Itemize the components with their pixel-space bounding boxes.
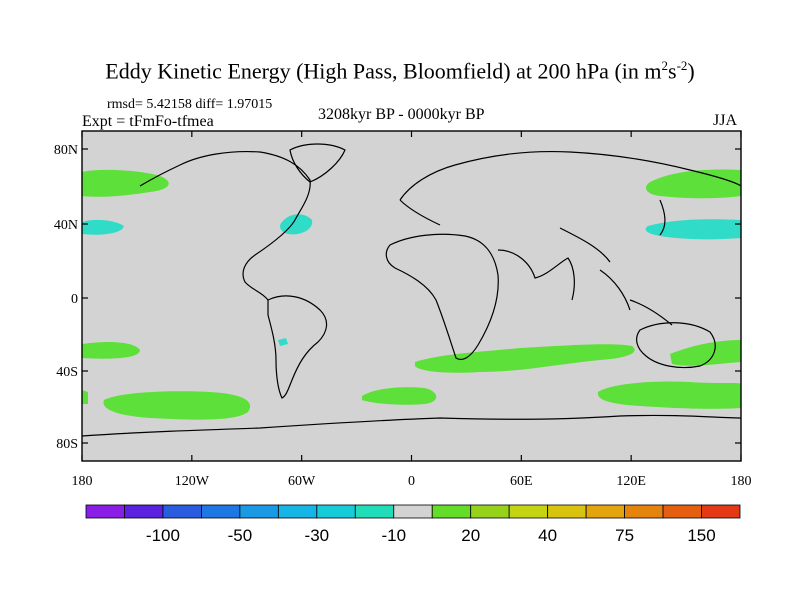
- y-tick-label: 40N: [54, 218, 78, 233]
- coast-africa: [385, 233, 499, 361]
- colorbar-swatch: [662, 504, 702, 519]
- colorbar-swatch: [624, 504, 664, 519]
- colorbar-label: 75: [615, 526, 634, 545]
- positive-region-south-indian: [415, 344, 635, 373]
- colorbar-swatch: [277, 504, 318, 519]
- x-tick-label: 60E: [510, 474, 533, 489]
- colorbar-swatch: [201, 504, 241, 519]
- positive-region-south-america-west: [82, 342, 140, 359]
- positive-region-south-atlantic: [362, 387, 437, 405]
- positive-region-north-atlantic: [82, 169, 169, 197]
- colorbar-label: -100: [146, 526, 180, 545]
- colorbar-swatch: [316, 504, 356, 519]
- positive-region-far-west-south: [82, 390, 88, 404]
- colorbar-swatch: [701, 504, 741, 519]
- coastlines: [81, 143, 742, 437]
- plot-title: Eddy Kinetic Energy (High Pass, Bloomfie…: [105, 58, 695, 84]
- colorbar-label: -50: [228, 526, 253, 545]
- x-tick-label: 180: [731, 474, 752, 489]
- stats-text: rmsd= 5.42158 diff= 1.97015: [107, 97, 273, 112]
- colorbar-swatch: [393, 504, 433, 519]
- colorbar-label: -30: [305, 526, 330, 545]
- period-label: 3208kyr BP - 0000kyr BP: [318, 106, 485, 123]
- coast-north-america: [139, 151, 311, 301]
- x-tick-label: 120E: [616, 474, 646, 489]
- colorbar-swatch: [239, 504, 279, 519]
- x-tick-label: 60W: [288, 474, 316, 489]
- colorbar-label: -10: [381, 526, 406, 545]
- negative-region-andes: [278, 338, 288, 346]
- x-tick-label: 180: [72, 474, 93, 489]
- y-tick-label: 40S: [56, 365, 78, 380]
- positive-region-south-pacific-east: [670, 340, 741, 366]
- coast-south-america: [267, 295, 328, 399]
- experiment-label: Expt = tFmFo-tfmea: [82, 113, 214, 130]
- positive-region-south-pacific-west: [103, 391, 251, 420]
- colorbar-swatch: [85, 504, 125, 519]
- colorbar-swatch: [470, 504, 510, 519]
- x-tick-label: 0: [408, 474, 415, 489]
- x-tick-label: 120W: [175, 474, 210, 489]
- colorbar-swatch: [585, 504, 625, 519]
- y-tick-label: 0: [71, 292, 78, 307]
- x-axis-ticks: 180 120W 60W 0 60E 120E 180: [72, 131, 752, 489]
- negative-anomaly-regions: [82, 214, 741, 346]
- positive-region-south-australia: [597, 381, 741, 409]
- coast-greenland: [289, 143, 346, 183]
- coast-arabia-india: [497, 249, 575, 301]
- y-tick-label: 80N: [54, 143, 78, 158]
- coast-antarctica: [81, 414, 742, 437]
- negative-region-west-pacific: [645, 219, 741, 240]
- colorbar-label: 20: [461, 526, 480, 545]
- colorbar-label: 40: [538, 526, 557, 545]
- colorbar: -100 -50 -30 -10 20 40 75 150: [85, 504, 741, 545]
- coast-europe-asia: [399, 150, 742, 263]
- colorbar-swatch: [508, 504, 549, 519]
- colorbar-swatch: [431, 504, 472, 519]
- colorbar-swatch: [162, 504, 202, 519]
- y-tick-label: 80S: [56, 437, 78, 452]
- colorbar-swatch: [124, 504, 164, 519]
- coast-australia: [636, 322, 716, 369]
- negative-region-east-pacific: [82, 219, 124, 235]
- colorbar-swatch: [354, 504, 395, 519]
- season-label: JJA: [713, 112, 738, 129]
- colorbar-label: 150: [687, 526, 715, 545]
- colorbar-swatch: [547, 504, 587, 519]
- y-axis-ticks: 80N 40N 0 40S 80S: [54, 143, 741, 452]
